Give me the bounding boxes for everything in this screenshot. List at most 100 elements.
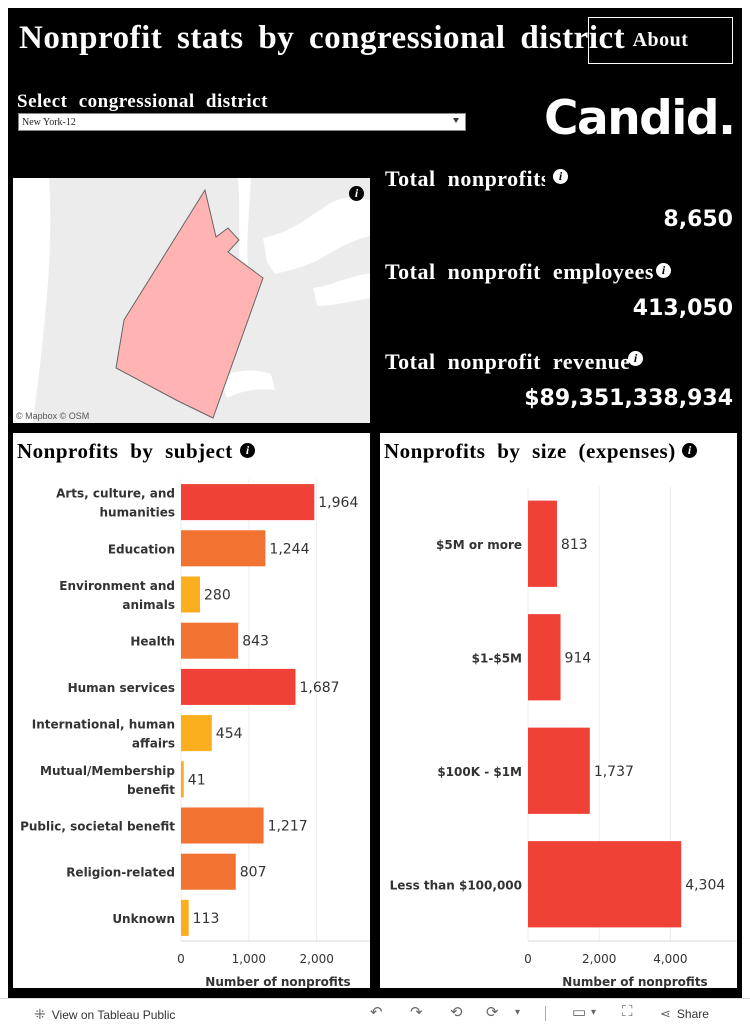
view-on-tableau-label: View on Tableau Public (51, 1007, 176, 1022)
bar-value-label: 1,244 (269, 541, 309, 557)
device-dropdown-icon[interactable]: ▾ (591, 1007, 597, 1018)
category-label: humanities (100, 506, 175, 520)
category-label: $1-$5M (472, 651, 522, 665)
bar (181, 761, 184, 798)
bar (181, 576, 200, 613)
category-label: $5M or more (436, 538, 522, 552)
bar (181, 853, 236, 890)
bar (181, 899, 189, 936)
fullscreen-icon[interactable]: ⛶ (622, 1003, 633, 1020)
bar (181, 807, 264, 844)
bar (181, 484, 315, 521)
bar-value-label: 914 (565, 650, 592, 666)
subject-info-icon[interactable]: i (240, 441, 255, 459)
bar-value-label: 1,964 (318, 495, 358, 511)
revert-icon[interactable]: ⟲ (450, 1004, 463, 1021)
stat-value-revenue: $89,351,338,934 (524, 386, 733, 411)
share-icon: ⋖ (660, 1006, 671, 1021)
bar-value-label: 113 (193, 911, 220, 927)
map-water-bay (313, 273, 370, 306)
info-icon[interactable]: i (553, 169, 568, 184)
size-panel: 0 2,000 4,000 Number of nonprofits 813 $5M or… (380, 433, 737, 988)
x-axis-title: Number of nonprofits (562, 975, 707, 988)
x-tick-label: 0 (524, 952, 532, 966)
bar-value-label: 807 (240, 865, 267, 881)
dropdown-arrow-icon[interactable] (453, 118, 459, 123)
district-select[interactable]: New York-12 (18, 113, 466, 131)
bar-value-label: 813 (561, 537, 588, 553)
size-chart: 0 2,000 4,000 Number of nonprofits 813 $5M or… (390, 487, 737, 988)
category-label: affairs (132, 737, 175, 751)
info-icon[interactable]: i (349, 186, 364, 201)
category-label: $100K - $1M (437, 765, 522, 779)
map-water-northeast (263, 197, 370, 274)
employees-info-icon[interactable]: i (656, 261, 671, 279)
dashboard: Nonprofit stats by congressional distric… (8, 8, 742, 998)
category-label: Religion-related (66, 866, 175, 880)
bar-value-label: 41 (188, 772, 206, 788)
share-label: Share (676, 1007, 709, 1021)
refresh-icon[interactable]: ⟳ (486, 1004, 499, 1021)
undo-icon[interactable]: ↶ (370, 1004, 383, 1021)
stat-label-revenue: Total nonprofit revenue (385, 349, 629, 374)
share-button[interactable]: ⋖ Share (660, 1006, 709, 1022)
bar-value-label: 4,304 (685, 877, 725, 893)
x-tick-label: 2,000 (300, 952, 334, 966)
category-label: Education (108, 542, 175, 556)
candid-logo: Candid. (544, 91, 736, 146)
bar-value-label: 1,217 (268, 819, 308, 835)
stat-value-nonprofits: 8,650 (663, 207, 733, 232)
map-graphic (13, 178, 370, 423)
bar (528, 841, 682, 928)
info-icon[interactable]: i (682, 443, 697, 458)
info-icon[interactable]: i (656, 263, 671, 278)
x-axis-title: Number of nonprofits (205, 975, 350, 988)
district-select-value: New York-12 (22, 116, 76, 128)
category-label: Health (130, 635, 175, 649)
view-on-tableau-link[interactable]: ⁜ View on Tableau Public (34, 1006, 175, 1023)
map-info-icon[interactable]: i (349, 184, 364, 202)
info-icon[interactable]: i (240, 443, 255, 458)
bar (528, 727, 590, 814)
device-preview-icon[interactable]: ▭ (572, 1004, 587, 1021)
x-tick-label: 4,000 (653, 952, 687, 966)
category-label: Arts, culture, and (56, 487, 175, 501)
subject-panel-title: Nonprofits by subject (17, 439, 233, 463)
stat-value-employees: 413,050 (632, 296, 733, 321)
map-river-east (238, 178, 251, 274)
x-tick-label: 2,000 (582, 952, 616, 966)
category-label: benefit (127, 783, 175, 797)
district-shape[interactable] (115, 188, 264, 419)
category-label: Human services (68, 681, 175, 695)
category-label: Unknown (112, 912, 175, 926)
bar-value-label: 843 (242, 634, 269, 650)
map-water-west (13, 178, 51, 423)
x-tick-label: 0 (177, 952, 185, 966)
info-icon[interactable]: i (628, 351, 643, 366)
map-credit: © Mapbox © OSM (16, 411, 90, 421)
category-label: Less than $100,000 (390, 878, 522, 892)
bar (528, 614, 561, 701)
revenue-info-icon[interactable]: i (628, 349, 643, 367)
bar (181, 622, 239, 659)
about-button[interactable]: About (588, 17, 733, 64)
district-map[interactable]: © Mapbox © OSM i (13, 178, 370, 423)
category-label: International, human (32, 718, 175, 732)
toolbar-divider (545, 1006, 546, 1021)
bar (528, 500, 557, 587)
page-title: Nonprofit stats by congressional distric… (19, 20, 626, 56)
tableau-toolbar: ⁜ View on Tableau Public ↶ ↷ ⟲ ⟳ ▾ ▭ ▾ ⛶… (0, 998, 750, 1027)
bar (181, 715, 212, 752)
subject-chart: 0 1,000 2,000 Number of nonprofits 1,964 Arts… (20, 479, 370, 988)
bar (181, 668, 296, 705)
category-label: animals (122, 598, 175, 612)
redo-icon[interactable]: ↷ (410, 1004, 423, 1021)
bar-value-label: 454 (216, 726, 243, 742)
size-info-icon[interactable]: i (682, 441, 697, 459)
category-label: Environment and (59, 579, 175, 593)
bar-value-label: 280 (204, 588, 231, 604)
stat-label-employees: Total nonprofit employees (385, 259, 654, 284)
nonprofits-info-icon[interactable]: i (553, 167, 568, 185)
pause-dropdown-icon[interactable]: ▾ (515, 1007, 521, 1018)
x-tick-label: 1,000 (232, 952, 266, 966)
